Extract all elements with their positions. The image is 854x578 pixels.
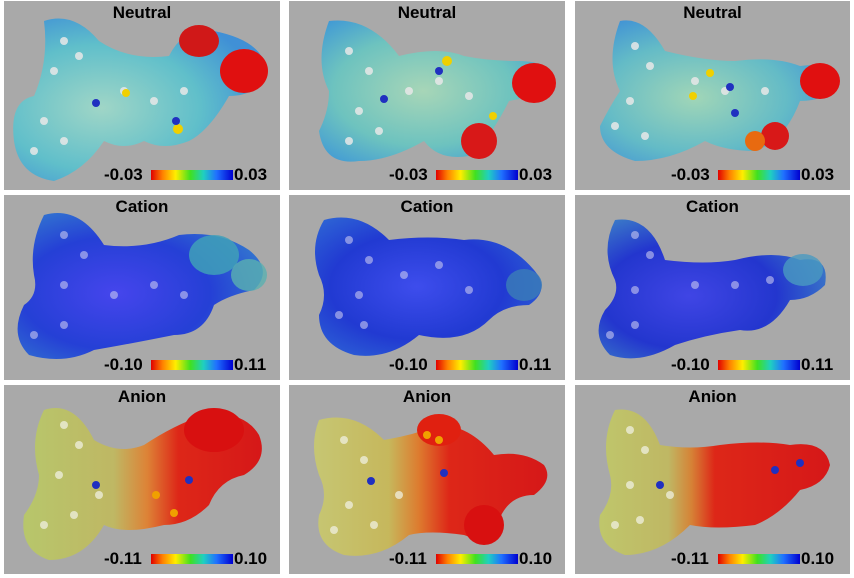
color-scale: -0.10 0.11 [389,354,561,376]
esp-surface-image [17,213,267,359]
panel-title: Neutral [112,3,172,22]
scale-max-label: 0.10 [234,549,268,568]
panel-title: Anion [688,387,737,406]
color-gradient-bar [436,554,518,564]
panel-cation-1: Cation -0.10 0.11 [4,195,280,380]
panel-title: Neutral [397,3,457,22]
esp-surface-image [598,219,826,359]
esp-surface-image [315,217,542,356]
scale-min-label: -0.10 [104,355,143,374]
scale-max-label: 0.10 [801,549,835,568]
color-scale: -0.03 0.03 [671,164,843,186]
scale-max-label: 0.11 [519,355,552,374]
panel-title: Anion [402,387,452,406]
esp-surface-image [319,20,556,162]
color-scale: -0.11 0.10 [104,548,276,570]
scale-min-label: -0.11 [389,549,427,568]
esp-surface-image [314,414,548,556]
color-gradient-bar [151,554,233,564]
scale-max-label: 0.11 [234,355,267,374]
color-scale: -0.03 0.03 [104,164,276,186]
panel-anion-3: Anion -0.11 0.10 [575,385,850,574]
esp-surface-image [599,409,830,555]
color-gradient-bar [151,360,233,370]
scale-min-label: -0.11 [104,549,142,568]
scale-max-label: 0.11 [801,355,834,374]
scale-min-label: -0.11 [671,549,709,568]
color-gradient-bar [436,170,518,180]
color-gradient-bar [718,170,800,180]
scale-max-label: 0.03 [519,165,553,184]
scale-min-label: -0.03 [671,165,710,184]
scale-min-label: -0.10 [389,355,428,374]
esp-surface-image [13,18,268,181]
panel-neutral-1: Neutral -0.03 0.03 [4,1,280,190]
scale-min-label: -0.03 [104,165,143,184]
color-gradient-bar [436,360,518,370]
panel-neutral-2: Neutral -0.03 0.03 [289,1,565,190]
esp-surface-image [23,408,262,560]
panel-title: Neutral [683,3,742,22]
panel-anion-1: Anion -0.11 0.10 [4,385,280,574]
panel-title: Cation [115,197,169,216]
panel-cation-2: Cation -0.10 0.11 [289,195,565,380]
color-gradient-bar [718,360,800,370]
panel-title: Cation [686,197,739,216]
color-scale: -0.11 0.10 [671,548,843,570]
scale-max-label: 0.03 [801,165,835,184]
color-scale: -0.11 0.10 [389,548,561,570]
color-scale: -0.10 0.11 [671,354,843,376]
panel-title: Cation [400,197,454,216]
panel-cation-3: Cation -0.10 0.11 [575,195,850,380]
color-scale: -0.10 0.11 [104,354,276,376]
scale-max-label: 0.10 [519,549,553,568]
color-gradient-bar [151,170,233,180]
panel-title: Anion [117,387,167,406]
scale-min-label: -0.03 [389,165,428,184]
esp-surface-image [600,20,840,161]
color-gradient-bar [718,554,800,564]
color-scale: -0.03 0.03 [389,164,561,186]
panel-anion-2: Anion -0.11 0.10 [289,385,565,574]
scale-min-label: -0.10 [671,355,710,374]
scale-max-label: 0.03 [234,165,268,184]
panel-neutral-3: Neutral -0.03 0.03 [575,1,850,190]
